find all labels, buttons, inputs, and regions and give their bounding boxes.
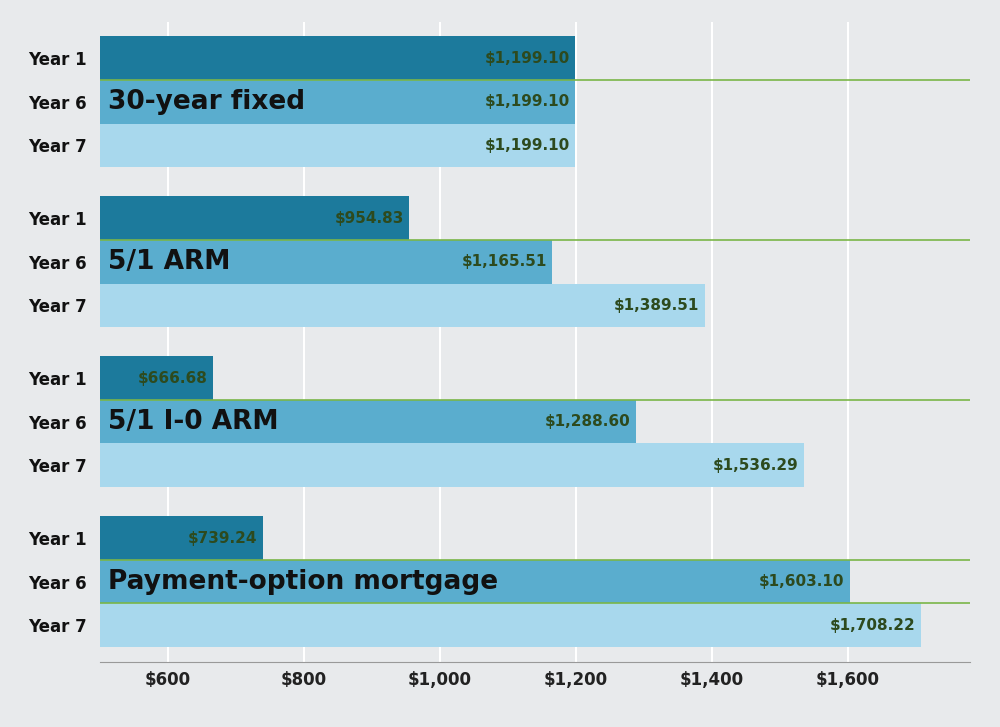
Text: $954.83: $954.83 bbox=[334, 211, 404, 225]
Text: $1,536.29: $1,536.29 bbox=[713, 458, 799, 473]
Bar bbox=[100, 516, 263, 560]
Text: 5/1 ARM: 5/1 ARM bbox=[108, 249, 231, 275]
Text: $1,199.10: $1,199.10 bbox=[484, 138, 570, 153]
Text: 5/1 I-0 ARM: 5/1 I-0 ARM bbox=[108, 409, 279, 435]
Bar bbox=[100, 603, 921, 647]
Text: $666.68: $666.68 bbox=[138, 371, 208, 385]
Text: 30-year fixed: 30-year fixed bbox=[108, 89, 305, 115]
Bar bbox=[100, 240, 552, 284]
Text: $1,199.10: $1,199.10 bbox=[484, 95, 570, 109]
Text: $1,199.10: $1,199.10 bbox=[484, 51, 570, 65]
Bar bbox=[100, 36, 575, 80]
Bar bbox=[100, 356, 213, 400]
Bar bbox=[100, 560, 850, 603]
Bar bbox=[100, 124, 575, 167]
Bar bbox=[100, 80, 575, 124]
Text: $1,389.51: $1,389.51 bbox=[614, 298, 699, 313]
Text: $1,603.10: $1,603.10 bbox=[759, 574, 844, 589]
Text: Payment-option mortgage: Payment-option mortgage bbox=[108, 569, 498, 595]
Text: $739.24: $739.24 bbox=[188, 531, 257, 545]
Bar bbox=[100, 443, 804, 487]
Text: $1,288.60: $1,288.60 bbox=[545, 414, 631, 429]
Bar bbox=[100, 400, 636, 443]
Bar bbox=[100, 196, 409, 240]
Bar bbox=[100, 284, 705, 327]
Text: $1,708.22: $1,708.22 bbox=[830, 618, 916, 632]
Text: $1,165.51: $1,165.51 bbox=[462, 254, 547, 269]
